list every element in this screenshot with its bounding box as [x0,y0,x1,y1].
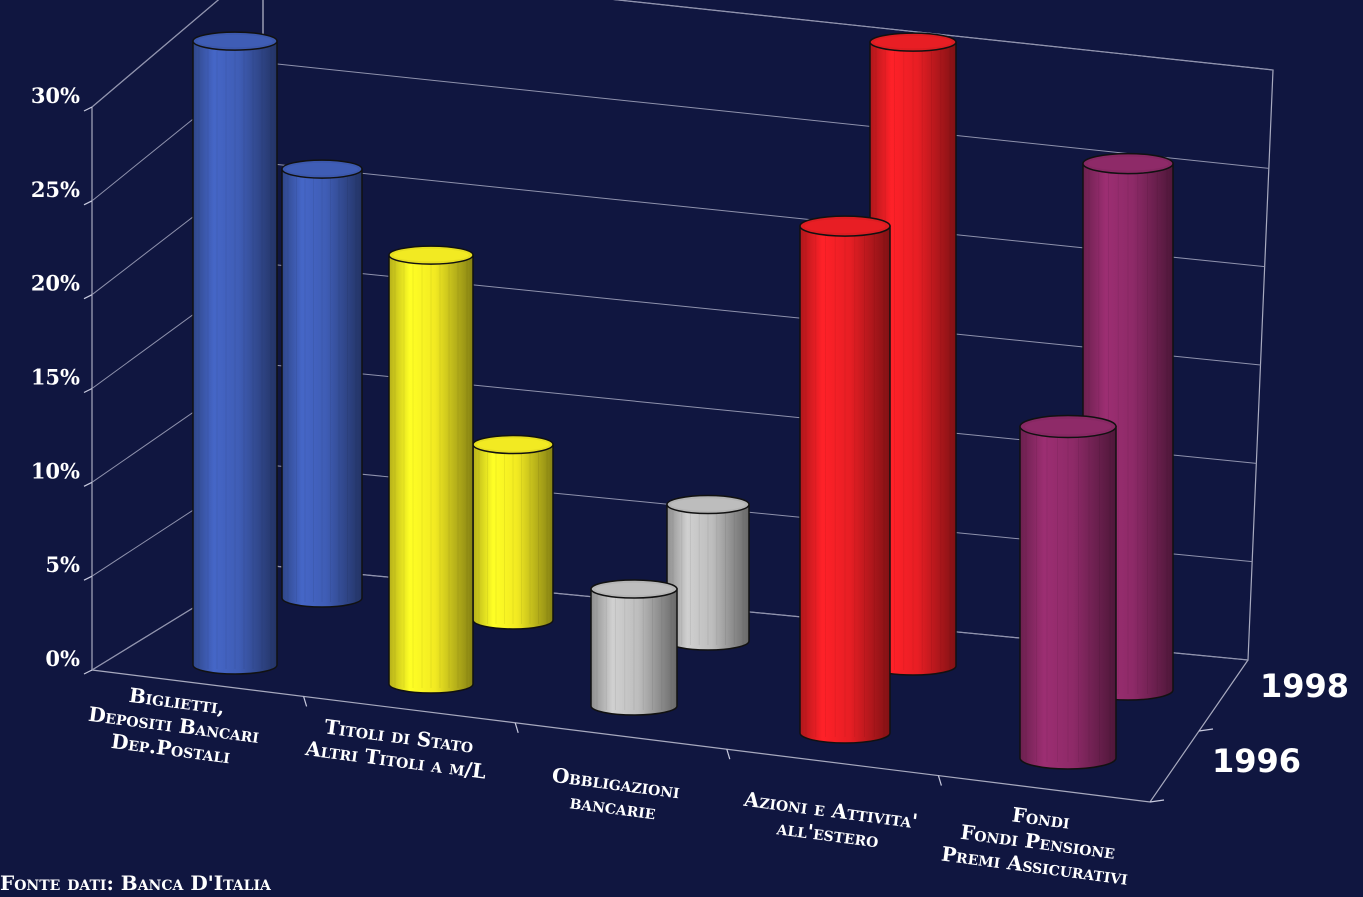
cylinder-1998-0 [281,159,363,608]
x-tick-mark [514,722,519,733]
x-tick-mark [937,775,942,786]
series-label-1996: 1996 [1212,742,1301,780]
y-tick-mark [83,294,93,300]
cylinder-1996-3 [799,215,891,744]
series-labels: 1998 1996 [1212,667,1349,780]
y-tick-label: 30% [31,83,80,108]
y-tick-label: 20% [31,271,80,296]
y-tick-mark [83,387,93,394]
source-note: Fonte dati: Banca D'Italia [0,871,272,895]
gridline-back [262,62,1269,169]
cylinder-1996-1 [388,245,474,694]
category-label: Titoli di StatoAltri Titoli a m/L [303,712,491,783]
x-tick-mark [726,749,731,760]
y-tick-mark [83,106,93,112]
y-tick-label: 25% [31,177,80,202]
cylinder-1996-2 [590,579,678,716]
y-tick-label: 15% [31,365,80,390]
category-label: FondiFondi PensionePremi Assicurativi [940,794,1136,890]
category-label: Biglietti,Depositi BancariDep.Postali [84,678,264,772]
category-label: Obbligazionibancarie [547,763,681,827]
y-tick-mark [83,669,93,675]
depth-tick-mark [1149,799,1165,803]
cylinder-1996-0 [192,31,278,675]
series-label-1998: 1998 [1260,667,1349,705]
y-axis-ticks: 0% 5% 10% 15% 20% 25% 30% [31,83,93,675]
gridline-back [613,0,1274,71]
depth-tick-mark [1198,728,1214,732]
y-tick-label: 10% [31,458,80,483]
category-label: Azioni e Attivita'all'estero [739,787,920,858]
y-tick-mark [83,575,93,581]
gridline-left [91,0,219,108]
x-tick-mark [303,696,308,707]
cylinder-1998-1 [472,434,554,630]
y-tick-mark [83,200,93,206]
y-tick-mark [83,481,93,487]
series-1996-bars [192,31,1117,770]
cylinder-1998-2 [666,494,750,651]
cylinder-1996-4 [1019,414,1117,770]
series-1998-bars [281,32,1174,701]
y-tick-label: 0% [45,646,80,671]
y-tick-label: 5% [45,552,80,577]
